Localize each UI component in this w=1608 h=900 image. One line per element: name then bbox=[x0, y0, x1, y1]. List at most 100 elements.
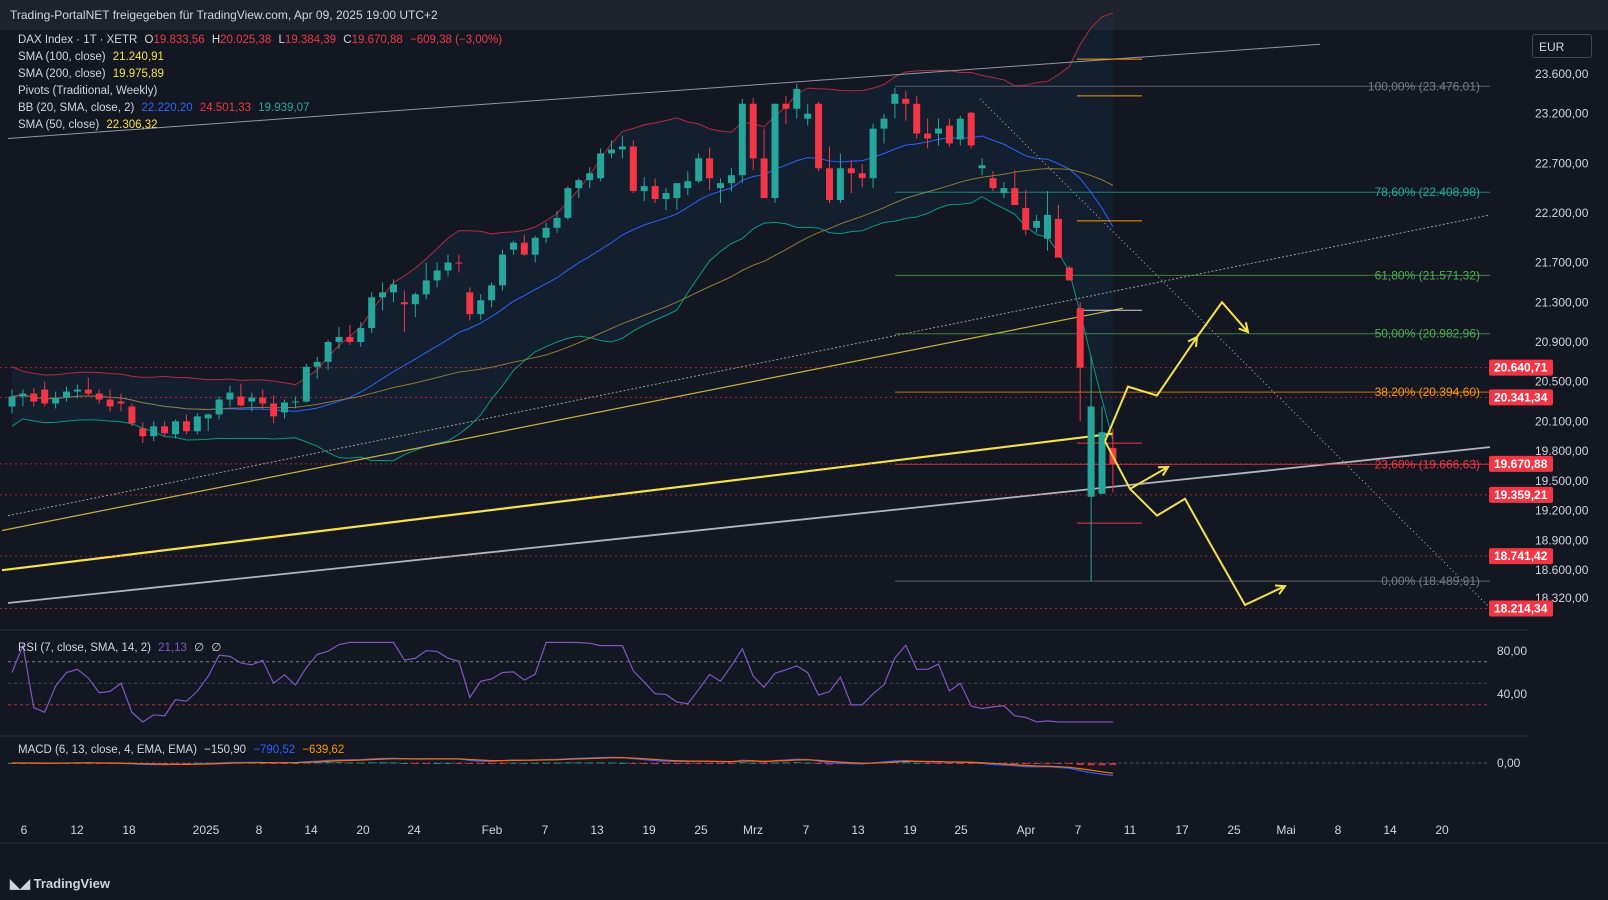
bb-name: BB (20, SMA, close, 2) bbox=[18, 102, 135, 114]
ohlc-close-label: C bbox=[343, 34, 352, 46]
fib-level-label: 0,00% (18.489,91) bbox=[1381, 574, 1480, 588]
macd-histogram-bar bbox=[956, 763, 964, 764]
ohlc-open: 19.833,56 bbox=[153, 34, 205, 46]
time-tick-label: 19 bbox=[903, 823, 917, 837]
price-marker-box: 18.741,42 bbox=[1489, 548, 1553, 565]
macd-histogram-bar bbox=[717, 763, 724, 764]
time-tick-label: 20 bbox=[356, 823, 370, 837]
candle-body bbox=[727, 175, 735, 184]
forecast-path bbox=[1196, 300, 1249, 338]
legend-rsi[interactable]: RSI (7, close, SMA, 14, 2) 21,13 ∅ ∅ bbox=[18, 640, 225, 654]
legend-sma200[interactable]: SMA (200, close) 19.975,89 bbox=[18, 68, 168, 80]
candle-body bbox=[193, 416, 201, 432]
macd-histogram-bar bbox=[477, 763, 485, 764]
candle-body bbox=[684, 181, 692, 189]
fib-level-label: 23,60% (19.666,63) bbox=[1375, 457, 1480, 471]
price-tick-label: 22.200,00 bbox=[1535, 206, 1589, 220]
candle-body bbox=[128, 406, 136, 424]
candle-body bbox=[455, 262, 463, 264]
time-tick-label: 17 bbox=[1175, 823, 1189, 837]
candle-body bbox=[30, 393, 38, 402]
macd-histogram-bar bbox=[182, 763, 190, 764]
candle-body bbox=[1087, 406, 1095, 497]
macd-histogram-bar bbox=[597, 762, 605, 764]
macd-histogram-bar bbox=[509, 762, 517, 764]
candle-body bbox=[629, 146, 637, 192]
macd-histogram-bar bbox=[411, 763, 419, 764]
candle-body bbox=[880, 118, 888, 129]
rsi-line bbox=[11, 641, 1113, 723]
sma100-line bbox=[1, 307, 1124, 532]
macd-histogram-bar bbox=[466, 763, 474, 764]
pivots-name: Pivots (Traditional, Weekly) bbox=[18, 85, 158, 97]
legend-bb[interactable]: BB (20, SMA, close, 2) 22.220,20 24.501,… bbox=[18, 102, 313, 114]
candle-body bbox=[989, 178, 997, 189]
candle-body bbox=[924, 133, 932, 139]
candle-body bbox=[270, 403, 278, 417]
legend-sma50[interactable]: SMA (50, close) 22.306,32 bbox=[18, 119, 162, 131]
candle-body bbox=[117, 401, 125, 404]
price-tick-label: 19.200,00 bbox=[1535, 504, 1589, 518]
candle-body bbox=[608, 149, 615, 154]
candle-body bbox=[738, 103, 746, 176]
candle-body bbox=[335, 336, 343, 342]
macd-histogram-bar bbox=[324, 762, 332, 764]
candle-body bbox=[1098, 432, 1106, 494]
macd-histogram-bar bbox=[259, 762, 267, 764]
price-marker-bg bbox=[1489, 389, 1553, 406]
upper-trendline bbox=[7, 43, 1321, 140]
lower-trendline bbox=[7, 446, 1491, 604]
candle-body bbox=[324, 341, 332, 362]
candle-body bbox=[368, 297, 376, 329]
ohlc-high: 20.025,38 bbox=[220, 34, 272, 46]
price-marker-box: 19.670,88 bbox=[1489, 455, 1553, 472]
macd-histogram-bar bbox=[760, 763, 768, 764]
candle-body bbox=[281, 402, 288, 413]
legend-main: DAX Index · 1T · XETR O19.833,56 H20.025… bbox=[18, 34, 506, 46]
macd-histogram-bar bbox=[586, 762, 594, 764]
price-tick-label: 20.900,00 bbox=[1535, 335, 1589, 349]
candle-body bbox=[357, 328, 365, 342]
macd-histogram-bar bbox=[684, 763, 692, 764]
legend-sma100[interactable]: SMA (100, close) 21.240,91 bbox=[18, 51, 168, 63]
time-tick-label: 25 bbox=[954, 823, 968, 837]
macd-histogram-bar bbox=[291, 762, 299, 764]
currency-selector[interactable]: EUR bbox=[1532, 34, 1592, 58]
macd-histogram-bar bbox=[826, 763, 833, 765]
price-marker-bg bbox=[1489, 548, 1553, 565]
candle-body bbox=[586, 173, 594, 181]
macd-histogram-bar bbox=[553, 762, 561, 764]
macd-histogram-bar bbox=[172, 763, 179, 764]
candle-body bbox=[1033, 220, 1041, 228]
candle-body bbox=[215, 399, 223, 415]
macd-histogram-bar bbox=[1065, 763, 1073, 764]
chart-background bbox=[0, 30, 1608, 870]
candle-body bbox=[1022, 207, 1030, 230]
macd-histogram-bar bbox=[400, 762, 408, 764]
price-tick-label: 20.500,00 bbox=[1535, 375, 1589, 389]
macd-histogram-bar bbox=[531, 762, 539, 764]
fib-level-label: 50,00% (20.982,96) bbox=[1375, 327, 1480, 341]
candle-body bbox=[564, 188, 572, 218]
macd-histogram-bar bbox=[608, 762, 615, 764]
price-marker-box: 18.214,34 bbox=[1489, 600, 1553, 617]
legend-macd[interactable]: MACD (6, 13, close, 4, EMA, EMA) −150,90… bbox=[18, 744, 348, 756]
candle-body bbox=[346, 336, 354, 342]
time-tick-label: 11 bbox=[1124, 823, 1137, 837]
rsi-extra2: ∅ bbox=[211, 642, 222, 654]
candle-body bbox=[509, 242, 517, 250]
macd-histogram-bar bbox=[662, 763, 670, 765]
time-tick-label: 18 bbox=[122, 823, 136, 837]
forecast-path bbox=[1129, 488, 1286, 607]
candle-body bbox=[1054, 218, 1062, 258]
macd-histogram-bar bbox=[313, 762, 321, 764]
legend-pivots[interactable]: Pivots (Traditional, Weekly) bbox=[18, 85, 161, 97]
forecast-arrowhead bbox=[1238, 322, 1250, 334]
candle-body bbox=[967, 112, 975, 146]
candle-body bbox=[673, 183, 681, 199]
sma100-name: SMA (100, close) bbox=[18, 51, 106, 63]
candle-body bbox=[1076, 308, 1084, 368]
macd-histogram-bar bbox=[629, 763, 637, 764]
macd-histogram-bar bbox=[444, 762, 452, 764]
